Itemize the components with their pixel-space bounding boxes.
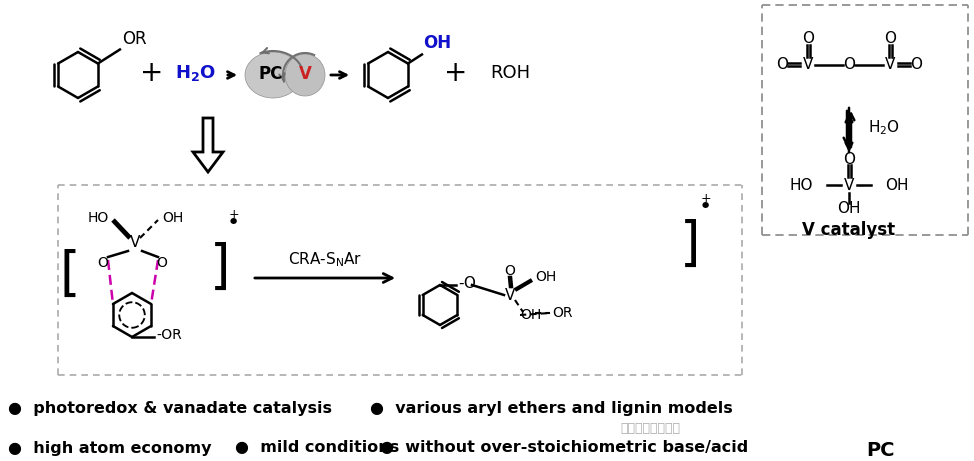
Text: O: O bbox=[157, 256, 168, 270]
Text: O: O bbox=[802, 31, 814, 47]
Text: -O: -O bbox=[458, 277, 476, 291]
Text: PC: PC bbox=[259, 65, 283, 83]
Text: O: O bbox=[843, 152, 855, 166]
Text: V: V bbox=[884, 58, 895, 72]
Text: OR: OR bbox=[552, 306, 573, 320]
Text: -: - bbox=[858, 177, 864, 193]
Polygon shape bbox=[193, 118, 223, 172]
Text: +: + bbox=[444, 59, 468, 87]
Text: +: + bbox=[229, 208, 240, 221]
Text: O: O bbox=[776, 58, 788, 72]
Text: O: O bbox=[505, 264, 515, 278]
Text: ●  various aryl ethers and lignin models: ● various aryl ethers and lignin models bbox=[370, 401, 732, 415]
Text: O: O bbox=[97, 256, 108, 270]
Text: V: V bbox=[299, 65, 312, 83]
Text: ]: ] bbox=[680, 219, 700, 271]
Text: HO: HO bbox=[790, 177, 813, 193]
Text: OR: OR bbox=[122, 30, 146, 48]
Text: V catalyst: V catalyst bbox=[803, 221, 895, 239]
Text: ●  without over-stoichiometric base/acid: ● without over-stoichiometric base/acid bbox=[380, 441, 748, 455]
Text: V: V bbox=[803, 58, 813, 72]
Text: OH: OH bbox=[162, 211, 183, 225]
Text: OH: OH bbox=[838, 201, 861, 217]
Text: $\mathbf{H_2O}$: $\mathbf{H_2O}$ bbox=[174, 63, 215, 83]
Text: O: O bbox=[843, 58, 855, 72]
Text: HO: HO bbox=[88, 211, 109, 225]
Text: -: - bbox=[837, 177, 842, 193]
Text: V: V bbox=[505, 288, 515, 302]
Text: ●  photoredox & vanadate catalysis: ● photoredox & vanadate catalysis bbox=[8, 401, 332, 415]
Text: ●  mild conditions: ● mild conditions bbox=[235, 441, 399, 455]
Text: •: • bbox=[226, 213, 240, 233]
Text: O: O bbox=[910, 58, 922, 72]
Text: OH: OH bbox=[520, 308, 542, 322]
Text: ]: ] bbox=[209, 242, 230, 294]
Text: 纪娜生物质课题组: 纪娜生物质课题组 bbox=[620, 421, 680, 435]
Text: OH: OH bbox=[885, 177, 909, 193]
Ellipse shape bbox=[285, 54, 325, 96]
Text: OH: OH bbox=[423, 35, 451, 53]
Text: CRA-S$_\mathregular{N}$Ar: CRA-S$_\mathregular{N}$Ar bbox=[288, 251, 362, 269]
Text: H$_2$O: H$_2$O bbox=[868, 118, 900, 137]
Ellipse shape bbox=[245, 52, 301, 98]
Text: PC: PC bbox=[866, 441, 894, 460]
Text: [: [ bbox=[59, 249, 80, 301]
Text: •: • bbox=[698, 197, 712, 217]
Text: OH: OH bbox=[535, 270, 556, 284]
Text: ROH: ROH bbox=[490, 64, 530, 82]
Text: ●  high atom economy: ● high atom economy bbox=[8, 441, 211, 455]
Text: V: V bbox=[843, 177, 854, 193]
Text: -OR: -OR bbox=[156, 328, 182, 342]
Text: +: + bbox=[700, 193, 711, 206]
Text: V: V bbox=[130, 236, 140, 250]
Text: O: O bbox=[884, 31, 896, 47]
Text: +: + bbox=[140, 59, 164, 87]
